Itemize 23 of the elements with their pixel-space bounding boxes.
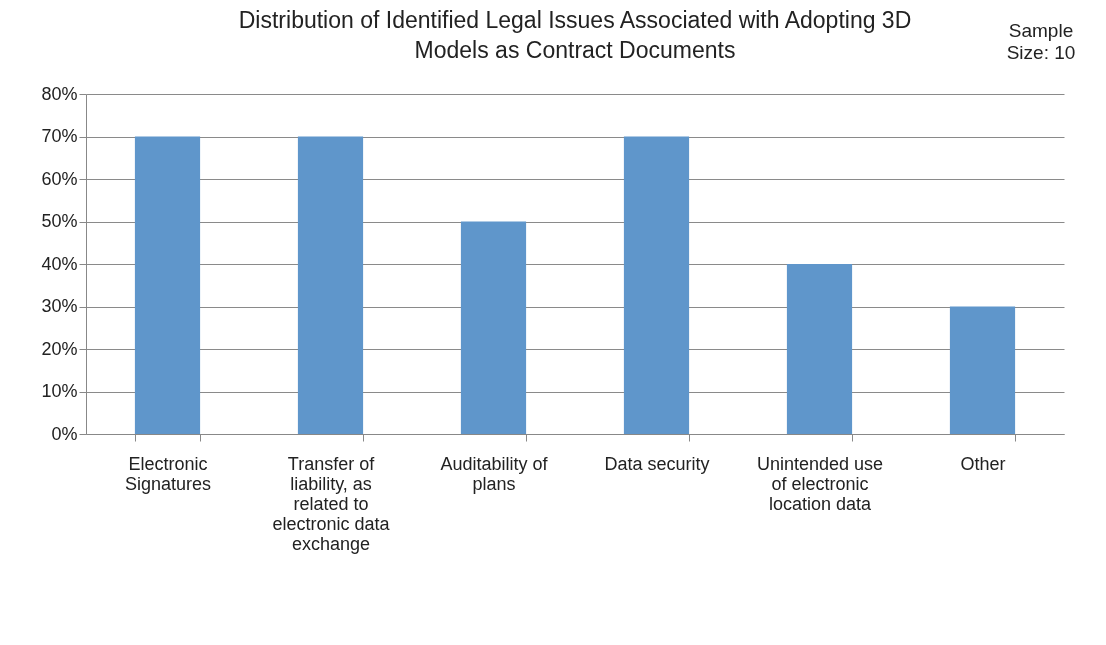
y-tick-label: 10% (41, 381, 78, 401)
y-tick-label: 60% (41, 168, 78, 189)
x-tick-label: Data security (604, 453, 710, 474)
bar (460, 221, 527, 434)
x-tick-label: Auditability of plans (440, 453, 549, 494)
chart-title: Distribution of Identified Legal Issues Associated with Adopting 3D Models as Contract Documents (238, 7, 912, 63)
bar (297, 136, 364, 434)
bar (623, 136, 690, 434)
y-tick-label: 80% (41, 83, 78, 104)
y-tick-label: 40% (41, 253, 78, 274)
y-tick-label: 20% (41, 338, 78, 359)
x-tick-label: Transfer of liability, as related to electronic data exchange (272, 453, 391, 554)
bar (786, 264, 853, 434)
x-tick-label: Electronic Signatures (124, 453, 212, 494)
y-tick-label: 50% (41, 211, 78, 231)
y-tick-label: 30% (41, 296, 78, 316)
text: Sample Size: 10 (1005, 20, 1077, 64)
x-tick-label: Unintended use of electronic location data (756, 453, 884, 514)
bar (134, 136, 201, 434)
y-tick-label: 0% (51, 423, 78, 444)
y-tick-label: 70% (41, 126, 78, 146)
x-tick-label: Other (960, 453, 1006, 474)
bar (949, 306, 1016, 434)
